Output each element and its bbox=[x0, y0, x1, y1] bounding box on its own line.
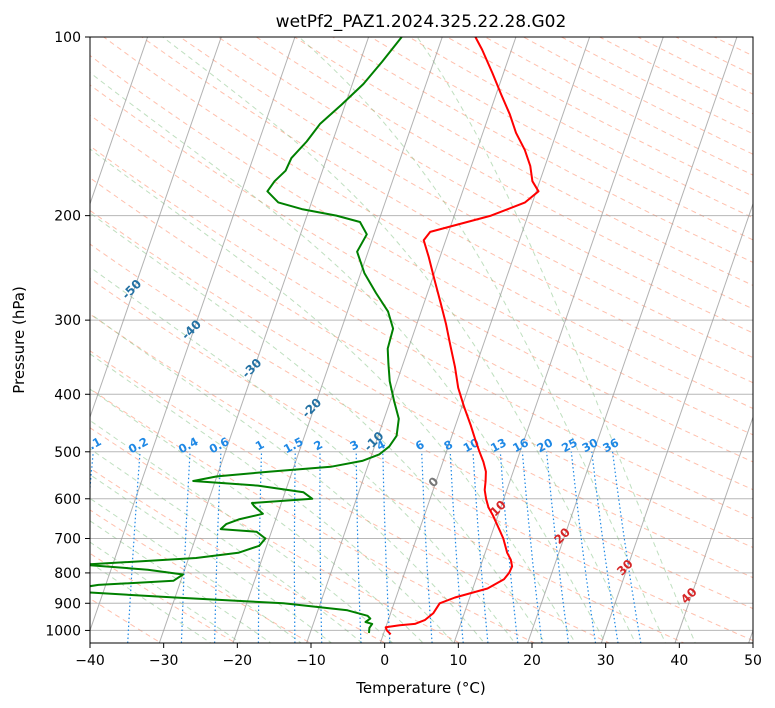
moist-adiabat-line bbox=[90, 541, 242, 643]
x-tick-label: 50 bbox=[744, 653, 762, 669]
x-tick-label: 10 bbox=[449, 653, 467, 669]
profile-series bbox=[90, 37, 540, 635]
dry-adiabat-line bbox=[293, 37, 753, 286]
y-tick-label: 1000 bbox=[45, 623, 81, 639]
moist-adiabat-line bbox=[90, 212, 546, 643]
dry-adiabat-line bbox=[90, 243, 753, 610]
mixing-ratio-line bbox=[591, 451, 619, 643]
dry-adiabat-line bbox=[102, 37, 753, 410]
isotherm-line bbox=[527, 37, 738, 643]
isotherm-line bbox=[674, 415, 753, 643]
moist-adiabat-line bbox=[90, 562, 212, 643]
mixing-ratio-line bbox=[180, 451, 191, 643]
y-tick-label: 600 bbox=[54, 492, 81, 508]
plot-frame bbox=[89, 36, 754, 644]
dry-adiabat-line bbox=[90, 350, 611, 643]
isotherm-line bbox=[600, 202, 753, 643]
y-tick-label: 300 bbox=[54, 313, 81, 329]
mixing-ratio-line bbox=[293, 451, 296, 643]
moist-adiabat-line bbox=[90, 497, 302, 643]
mixing-ratio-line bbox=[546, 451, 570, 643]
dry-adiabat-line bbox=[90, 278, 753, 642]
mixing-ratio-line bbox=[382, 451, 391, 643]
moist-adiabat-line bbox=[90, 148, 576, 643]
mixing-ratio-label: 16 bbox=[510, 435, 531, 455]
x-tick-label: −40 bbox=[75, 653, 105, 669]
mixing-ratio-label: 13 bbox=[488, 435, 509, 455]
isotherm-gridlines bbox=[90, 37, 753, 643]
x-tick-label: 0 bbox=[380, 653, 389, 669]
dry-adiabat-line bbox=[90, 467, 387, 643]
dry-adiabat-line bbox=[90, 54, 753, 436]
mixing-ratio-label: 25 bbox=[559, 435, 580, 455]
mixing-ratio-line bbox=[612, 451, 642, 643]
mixing-ratio-line bbox=[499, 451, 519, 643]
isotherm-line bbox=[90, 37, 149, 206]
x-tick-label: −20 bbox=[223, 653, 253, 669]
dry-adiabats bbox=[90, 37, 753, 643]
x-tick-label: 40 bbox=[670, 653, 688, 669]
dry-adiabat-line bbox=[90, 177, 753, 549]
y-tick-label: 800 bbox=[54, 566, 81, 582]
moist-adiabat-line bbox=[90, 72, 607, 643]
y-tick-label: 500 bbox=[54, 445, 81, 461]
isotherm-line bbox=[306, 37, 517, 643]
moist-adiabat-line bbox=[90, 520, 272, 643]
moist-adiabat-line bbox=[90, 353, 455, 643]
mixing-ratio-line bbox=[257, 451, 263, 643]
y-tick-label: 100 bbox=[54, 30, 81, 46]
dry-adiabat-line bbox=[90, 145, 753, 519]
mixing-ratio-label: 20 bbox=[534, 435, 555, 455]
dry-adiabat-line bbox=[90, 597, 162, 643]
y-tick-label: 200 bbox=[54, 209, 81, 225]
isotherm-line bbox=[90, 37, 222, 419]
chart-title: wetPf2_PAZ1.2024.325.22.28.G02 bbox=[276, 12, 567, 32]
mixing-ratio-line bbox=[449, 451, 464, 643]
x-axis-label: Temperature (°C) bbox=[355, 679, 485, 697]
dry-adiabat-line bbox=[217, 37, 753, 334]
x-tick-label: 30 bbox=[597, 653, 615, 669]
x-tick-label: 20 bbox=[523, 653, 541, 669]
mixing-ratio-label: 30 bbox=[580, 435, 601, 455]
mixing-ratio-line bbox=[319, 451, 323, 643]
mixing-ratio-line bbox=[355, 451, 362, 643]
mixing-ratio-line bbox=[214, 451, 222, 643]
mixing-ratio-label: 36 bbox=[600, 435, 621, 455]
dry-adiabat-line bbox=[90, 114, 753, 491]
y-axis-ticks: 100 200 300 400 500 600 700 800 900 1000 bbox=[45, 30, 90, 639]
isotherm-line bbox=[379, 37, 591, 643]
dry-adiabat-line bbox=[179, 37, 753, 359]
dry-adiabat-line bbox=[90, 552, 237, 643]
mixing-ratio-line bbox=[127, 451, 141, 643]
moist-adiabat-line bbox=[416, 37, 696, 643]
isotherm-line bbox=[90, 37, 296, 632]
mixing-ratio-line bbox=[472, 451, 489, 643]
dewpoint-profile-line bbox=[90, 37, 403, 634]
isotherm-line bbox=[232, 37, 443, 643]
temperature-profile-line bbox=[384, 37, 540, 635]
y-axis-label: Pressure (hPa) bbox=[10, 286, 28, 394]
x-tick-label: −10 bbox=[296, 653, 326, 669]
isotherm-line bbox=[158, 37, 370, 643]
isobar-gridlines bbox=[90, 37, 753, 631]
mixing-ratio-line bbox=[570, 451, 597, 643]
plot-area: -100-90-80-70-60-50-40-30-20-10010203040… bbox=[90, 37, 753, 643]
y-tick-label: 900 bbox=[54, 596, 81, 612]
isotherm-line bbox=[453, 37, 664, 643]
mixing-ratio-lines bbox=[90, 451, 642, 643]
y-tick-label: 400 bbox=[54, 387, 81, 403]
x-axis-ticks: −40 −30 −20 −10 0 10 20 30 40 50 bbox=[75, 643, 762, 669]
y-tick-label: 700 bbox=[54, 532, 81, 548]
dry-adiabat-line bbox=[90, 427, 461, 643]
x-tick-label: −30 bbox=[149, 653, 179, 669]
mixing-ratio-line bbox=[521, 451, 543, 643]
mixing-ratio-line bbox=[421, 451, 433, 643]
